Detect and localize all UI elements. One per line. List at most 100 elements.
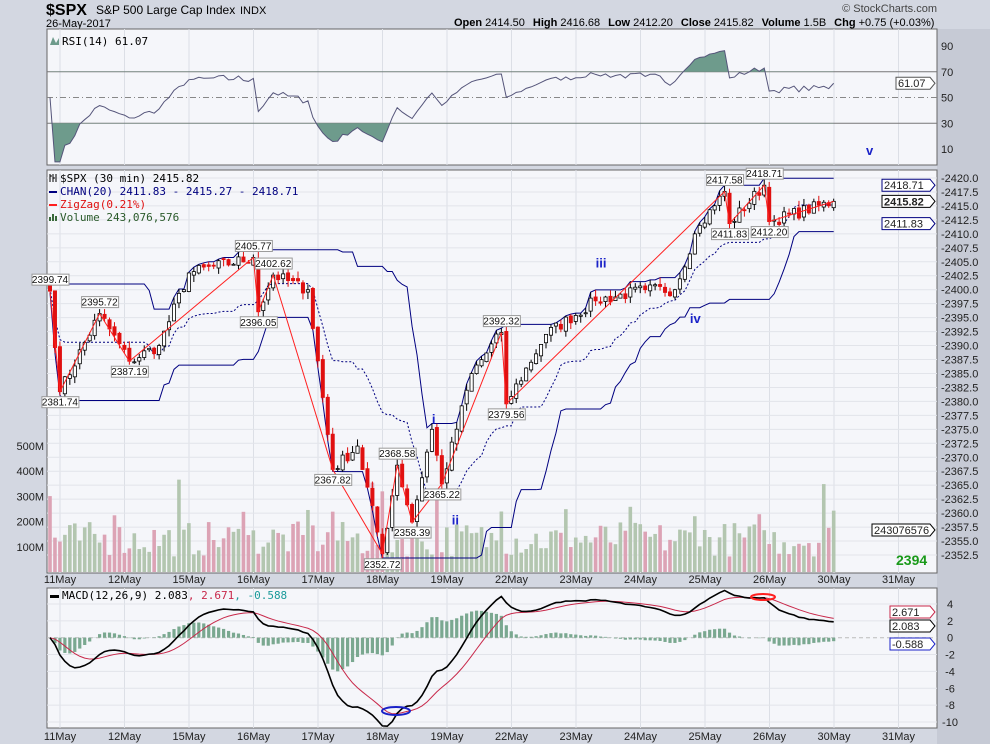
price-tag: 2415.82 xyxy=(884,196,924,208)
volume-bar xyxy=(216,547,221,572)
volume-bar xyxy=(668,539,672,572)
date-tick: 23May xyxy=(559,574,593,586)
macd-histogram-bar xyxy=(256,637,260,643)
zigzag-label: 2411.83 xyxy=(712,230,748,241)
macd-histogram-bar xyxy=(68,637,72,654)
macd-main: MACD(12,26,9) 2.083 xyxy=(62,589,188,602)
candle-body xyxy=(365,468,370,488)
quote-key-open: Open xyxy=(454,17,482,29)
macd-histogram-bar xyxy=(603,636,608,638)
date-tick: 22May xyxy=(495,574,529,586)
candle-body xyxy=(52,290,57,348)
macd-tick: -8 xyxy=(945,700,955,712)
candle-legend-icon xyxy=(49,174,57,182)
volume-bar xyxy=(211,539,216,572)
chan-legend-swatch xyxy=(49,191,57,193)
volume-bar xyxy=(593,537,598,572)
volume-bar xyxy=(802,545,806,572)
candle-body xyxy=(424,451,429,478)
candle-body xyxy=(335,468,340,470)
candle-body xyxy=(474,364,479,375)
macd-tag: 2.671 xyxy=(892,607,920,619)
candle-body xyxy=(633,286,638,290)
volume-bar xyxy=(544,548,548,572)
price-tick: -2382.5 xyxy=(941,382,978,394)
date-tick-bottom: 25May xyxy=(688,731,722,743)
macd-histogram-bar xyxy=(797,637,801,646)
axes: 11May 11May 12May 12May 15May 15May 16May 16May… xyxy=(16,41,978,743)
date-tick-bottom: 23May xyxy=(559,731,593,743)
volume-bar xyxy=(663,550,667,572)
date-tick: 16May xyxy=(237,574,271,586)
zigzag-label: 2368.58 xyxy=(379,449,416,460)
quote-value-volume: 1.5B xyxy=(804,17,827,29)
volume-bar xyxy=(678,529,682,572)
candle-body xyxy=(132,361,137,364)
wave-label-i: i xyxy=(432,412,436,427)
volume-bar xyxy=(618,522,623,572)
security-name: S&P 500 Large Cap Index xyxy=(96,3,235,17)
volume-bar xyxy=(192,554,196,572)
price-tick: -2392.5 xyxy=(941,327,978,339)
wave-label-v: v xyxy=(866,143,874,158)
volume-bar xyxy=(638,524,643,572)
candle-body xyxy=(167,321,172,331)
macd-histogram-bar xyxy=(747,637,751,639)
volume-bar xyxy=(425,549,429,572)
macd-histogram-bar xyxy=(202,623,206,638)
macd-signal-line xyxy=(49,596,834,715)
candle-body xyxy=(415,499,420,522)
volume-bar xyxy=(578,542,583,572)
date-tick-bottom: 18May xyxy=(366,731,400,743)
volume-bar xyxy=(787,554,791,572)
zigzag-label-box xyxy=(41,396,80,409)
zigzag-label-box xyxy=(482,315,521,328)
zigzag-label: 2417.58 xyxy=(706,176,743,187)
candle-body xyxy=(757,192,762,196)
macd-histogram-bar xyxy=(782,637,786,646)
macd-histogram-bar xyxy=(594,635,598,638)
volume-bar xyxy=(340,522,345,572)
rsi-overbought-fill xyxy=(50,50,834,72)
macd-histogram-bar xyxy=(261,637,265,646)
macd-histogram-bar xyxy=(435,617,439,638)
candle-body xyxy=(310,288,315,329)
volume-bar xyxy=(197,550,201,572)
volume-bar xyxy=(48,496,52,572)
candle-body xyxy=(226,259,231,266)
candle-body xyxy=(484,352,489,363)
volume-bar xyxy=(201,555,206,572)
volume-bar xyxy=(549,531,553,572)
price-tick: -2365.0 xyxy=(941,480,978,492)
date-tick: 25May xyxy=(688,574,722,586)
candle-body xyxy=(816,201,821,206)
zigzag-label: 2396.05 xyxy=(240,318,277,329)
date-tick-bottom: 17May xyxy=(301,731,335,743)
date-tick: 24May xyxy=(624,574,658,586)
macd-histogram-bar xyxy=(445,621,449,638)
candle-body xyxy=(524,367,529,382)
zigzag-legend-swatch xyxy=(49,204,57,206)
candle-body xyxy=(92,319,97,337)
volume-bar xyxy=(812,556,816,572)
volume-bar xyxy=(162,534,166,572)
target-label: 2394 xyxy=(896,552,927,568)
candle-body xyxy=(454,428,459,445)
volume-bar xyxy=(702,529,707,572)
macd-histogram-bar xyxy=(514,634,518,638)
volume-bar xyxy=(73,523,77,572)
candle-body xyxy=(241,256,246,263)
volume-bar xyxy=(826,527,831,572)
macd-histogram-bar xyxy=(375,637,379,655)
candle-body xyxy=(181,289,186,292)
macd-histogram-bar xyxy=(549,633,553,638)
zigzag-label-box xyxy=(31,273,70,286)
zigzag-label-box xyxy=(745,167,784,180)
candle-body xyxy=(305,289,310,293)
volume-bar xyxy=(360,553,365,572)
volume-bar xyxy=(157,545,161,572)
date-tick-bottom: 30May xyxy=(817,731,851,743)
macd-tag-box xyxy=(889,637,936,651)
volume-bar xyxy=(499,511,504,572)
candle-body xyxy=(514,383,519,399)
